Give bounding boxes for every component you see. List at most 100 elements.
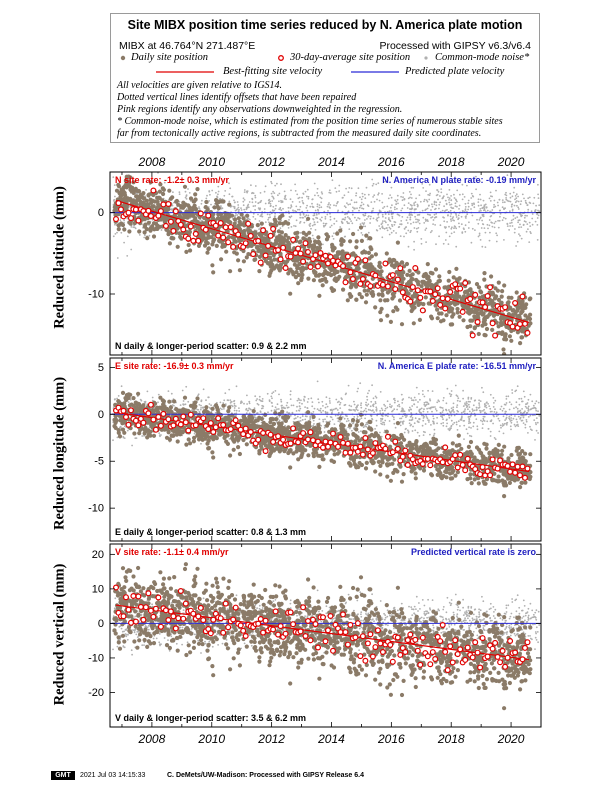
avg30-point [180,226,187,233]
common-mode-point [405,219,408,222]
common-mode-point [513,204,516,207]
daily-point [283,233,288,238]
common-mode-point [279,227,282,230]
common-mode-point [277,408,280,410]
common-mode-point [298,402,301,404]
common-mode-point [431,230,433,232]
common-mode-point [443,220,446,223]
daily-point [385,290,390,295]
common-mode-point [384,414,387,417]
daily-point [277,216,282,221]
common-mode-point [425,208,427,211]
common-mode-point [455,212,457,215]
common-mode-point [391,217,394,220]
daily-point [507,334,512,339]
common-mode-point [448,414,450,417]
common-mode-point [138,234,141,236]
daily-point [278,262,284,267]
daily-point [425,262,430,267]
common-mode-point [436,401,439,404]
daily-point [269,259,274,264]
daily-point [335,231,340,236]
common-mode-point [365,403,367,406]
common-mode-point [317,208,319,211]
common-mode-point [468,426,470,429]
common-mode-point [200,404,202,407]
common-mode-point [389,206,392,209]
common-mode-point [428,198,431,201]
common-mode-point [411,430,414,432]
common-mode-point [527,409,530,412]
common-mode-point [450,199,453,201]
common-mode-point [413,204,415,206]
common-mode-point [515,245,517,247]
common-mode-point [205,399,207,402]
daily-point [280,237,285,242]
common-mode-point [286,406,289,409]
common-mode-point [326,411,329,414]
common-mode-point [375,183,378,186]
common-mode-point [256,398,258,400]
daily-point [514,290,519,295]
common-mode-point [316,203,319,206]
daily-point [425,276,430,281]
common-mode-point [228,200,231,203]
daily-point [259,244,264,249]
common-mode-point [422,410,425,413]
common-mode-point [422,216,425,219]
common-mode-point [524,426,527,429]
common-mode-point [403,235,405,238]
common-mode-point [466,184,468,187]
common-mode-point [357,229,360,232]
common-mode-point [494,438,497,441]
daily-point [404,261,410,267]
common-mode-point [400,223,403,226]
common-mode-point [341,412,344,414]
common-mode-point [276,408,278,410]
common-mode-point [470,192,473,195]
common-mode-point [278,415,281,418]
common-mode-point [390,196,393,199]
common-mode-point [439,201,441,204]
best-fit-line [115,199,530,324]
common-mode-point [535,429,538,432]
common-mode-point [446,221,448,223]
common-mode-point [461,415,463,418]
avg30-point [439,295,446,302]
daily-point [454,266,459,271]
daily-point [195,225,200,230]
daily-point [472,315,478,320]
common-mode-point [287,206,290,209]
common-mode-point [460,419,463,421]
daily-point [182,215,187,220]
common-mode-point [433,213,436,216]
common-mode-point [532,404,535,407]
common-mode-point [483,412,486,414]
common-mode-point [487,403,489,405]
common-mode-point [442,422,445,424]
common-mode-point [353,207,356,210]
common-mode-point [459,425,461,427]
common-mode-point [453,421,456,424]
common-mode-point [248,201,251,203]
daily-point [466,307,471,312]
common-mode-point [423,222,426,224]
common-mode-point [171,404,174,406]
common-mode-point [267,218,269,221]
common-mode-point [370,201,373,204]
daily-point [238,222,243,227]
common-mode-point [377,182,380,185]
daily-point [437,311,442,316]
daily-point [363,250,368,255]
common-mode-point [503,403,506,406]
common-mode-point [411,417,414,419]
common-mode-point [335,190,338,193]
common-mode-point [294,190,297,192]
common-mode-point [251,192,253,195]
avg30-point [457,285,464,292]
common-mode-point [460,411,463,414]
legend-common-marker [424,56,428,60]
common-mode-point [219,401,222,404]
common-mode-point [301,210,304,213]
common-mode-point [525,407,528,409]
